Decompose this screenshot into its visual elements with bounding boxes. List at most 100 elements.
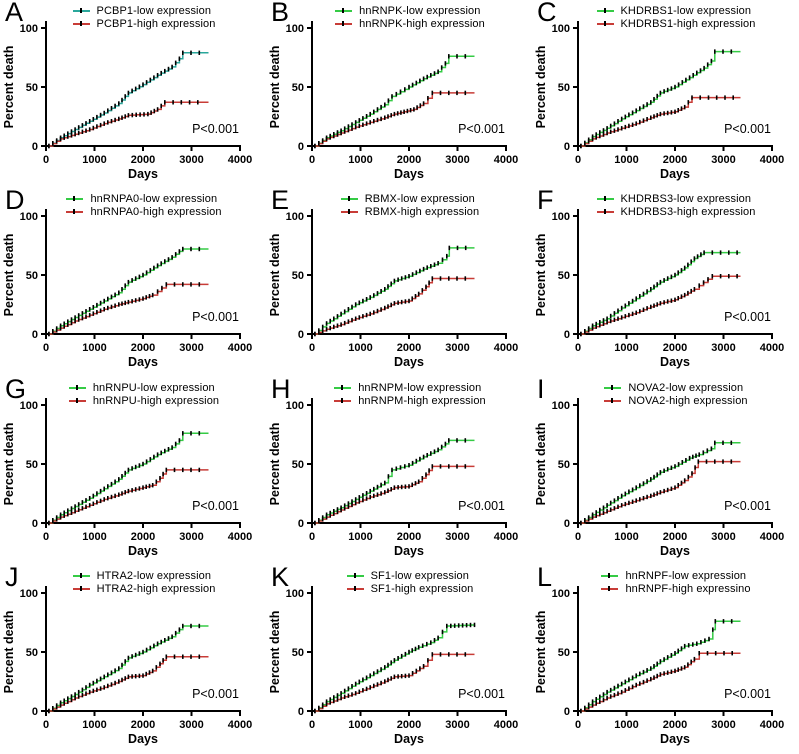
legend-item-low: HTRA2-low expression [72,569,211,582]
legend-item-high: hnRNPK-high expression [335,17,485,30]
p-value-label: P<0.001 [724,310,771,324]
low-expression-curve [580,442,741,524]
x-tick-label: 3000 [711,154,735,166]
low-expression-curve [48,248,209,335]
x-tick-label: 3000 [179,719,203,731]
x-tick-label: 3000 [445,342,469,354]
legend: hnRNPK-low expression hnRNPK-high express… [312,4,508,30]
x-tick-label: 1000 [82,154,106,166]
y-tick-label: 100 [552,588,570,600]
legend-label: hnRNPU-low expression [92,381,215,394]
legend-marker-icon [334,385,352,390]
legend-item-high: HTRA2-high expression [72,582,216,595]
x-tick-label: 0 [43,154,49,166]
censor-marks-high [314,652,467,714]
censor-tick-icon [79,21,82,26]
legend: NOVA2-low expression NOVA2-high expressio… [578,381,774,407]
low-expression-curve [314,55,475,147]
panel-letter: H [271,374,291,404]
legend-label: hnRNPM-low expression [358,381,482,394]
legend-label: KHDRBS1-low expression [620,4,752,17]
x-axis-title: Days [394,544,424,558]
x-tick-label: 0 [43,719,49,731]
x-tick-label: 4000 [228,531,252,543]
p-value-label: P<0.001 [458,122,505,136]
x-tick-label: 2000 [663,342,687,354]
legend: RBMX-low expression RBMX-high expression [312,192,508,218]
legend-label: PCBP1-high expression [96,17,216,30]
censor-marks-high [580,459,733,526]
legend-marker-icon [340,209,358,214]
legend-marker-icon [346,586,364,591]
y-tick-label: 50 [558,459,570,471]
panel-letter: F [537,185,554,215]
y-tick-label: 50 [558,270,570,282]
legend-label: hnRNPF-low expression [625,569,747,582]
y-tick-label: 50 [292,270,304,282]
x-axis-title: Days [660,355,690,369]
x-tick-label: 2000 [663,719,687,731]
x-tick-label: 1000 [82,531,106,543]
x-tick-label: 2000 [397,531,421,543]
x-tick-label: 2000 [131,719,155,731]
x-tick-label: 2000 [131,154,155,166]
x-tick-label: 1000 [614,342,638,354]
low-expression-curve [48,432,209,524]
legend-item-low: RBMX-low expression [340,192,475,205]
panel-letter: A [5,0,24,27]
legend-item-high: hnRNPU-high expression [68,394,219,407]
censor-tick-icon [611,398,614,403]
legend-marker-icon [72,586,90,591]
p-value-label: P<0.001 [458,499,505,513]
legend-label: hnRNPF-high expressino [625,582,751,595]
censor-marks-high [580,274,738,337]
x-tick-label: 2000 [131,531,155,543]
y-axis-title: Percent death [2,234,16,317]
high-expression-curve [314,92,475,147]
censor-marks-low [48,431,201,526]
censor-tick-icon [608,586,611,591]
y-tick-label: 50 [26,270,38,282]
y-tick-label: 0 [564,141,570,153]
x-axis-title: Days [128,167,158,181]
legend-marker-icon [72,8,90,13]
legend-marker-icon [335,8,353,13]
x-tick-label: 0 [575,719,581,731]
y-tick-label: 0 [564,706,570,718]
censor-tick-icon [353,573,356,578]
x-tick-label: 3000 [179,531,203,543]
x-tick-label: 4000 [760,531,784,543]
km-panel-J: J HTRA2-low expression HTRA2-high expressi… [0,562,266,754]
x-tick-label: 1000 [348,719,372,731]
y-tick-label: 50 [558,82,570,94]
km-panel-A: A PCBP1-low expression PCBP1-high expressi… [0,0,266,188]
panel-letter: J [5,562,19,592]
legend-item-low: SF1-low expression [346,569,469,582]
legend-item-high: hnRNPA0-high expression [66,205,221,218]
censor-marks-low [48,246,201,337]
x-tick-label: 1000 [614,719,638,731]
legend-marker-icon [601,586,619,591]
legend-item-high: PCBP1-high expression [72,17,216,30]
y-tick-label: 100 [552,23,570,35]
legend-marker-icon [72,573,90,578]
legend-marker-icon [72,21,90,26]
x-tick-label: 0 [309,719,315,731]
p-value-label: P<0.001 [458,687,505,701]
legend-item-low: NOVA2-low expression [604,381,743,394]
censor-tick-icon [603,21,606,26]
x-axis-title: Days [128,732,158,746]
legend-item-low: KHDRBS3-low expression [596,192,752,205]
x-tick-label: 4000 [228,719,252,731]
y-tick-label: 100 [20,400,38,412]
low-expression-curve [580,251,741,335]
censor-marks-high [314,90,467,149]
x-tick-label: 1000 [348,531,372,543]
